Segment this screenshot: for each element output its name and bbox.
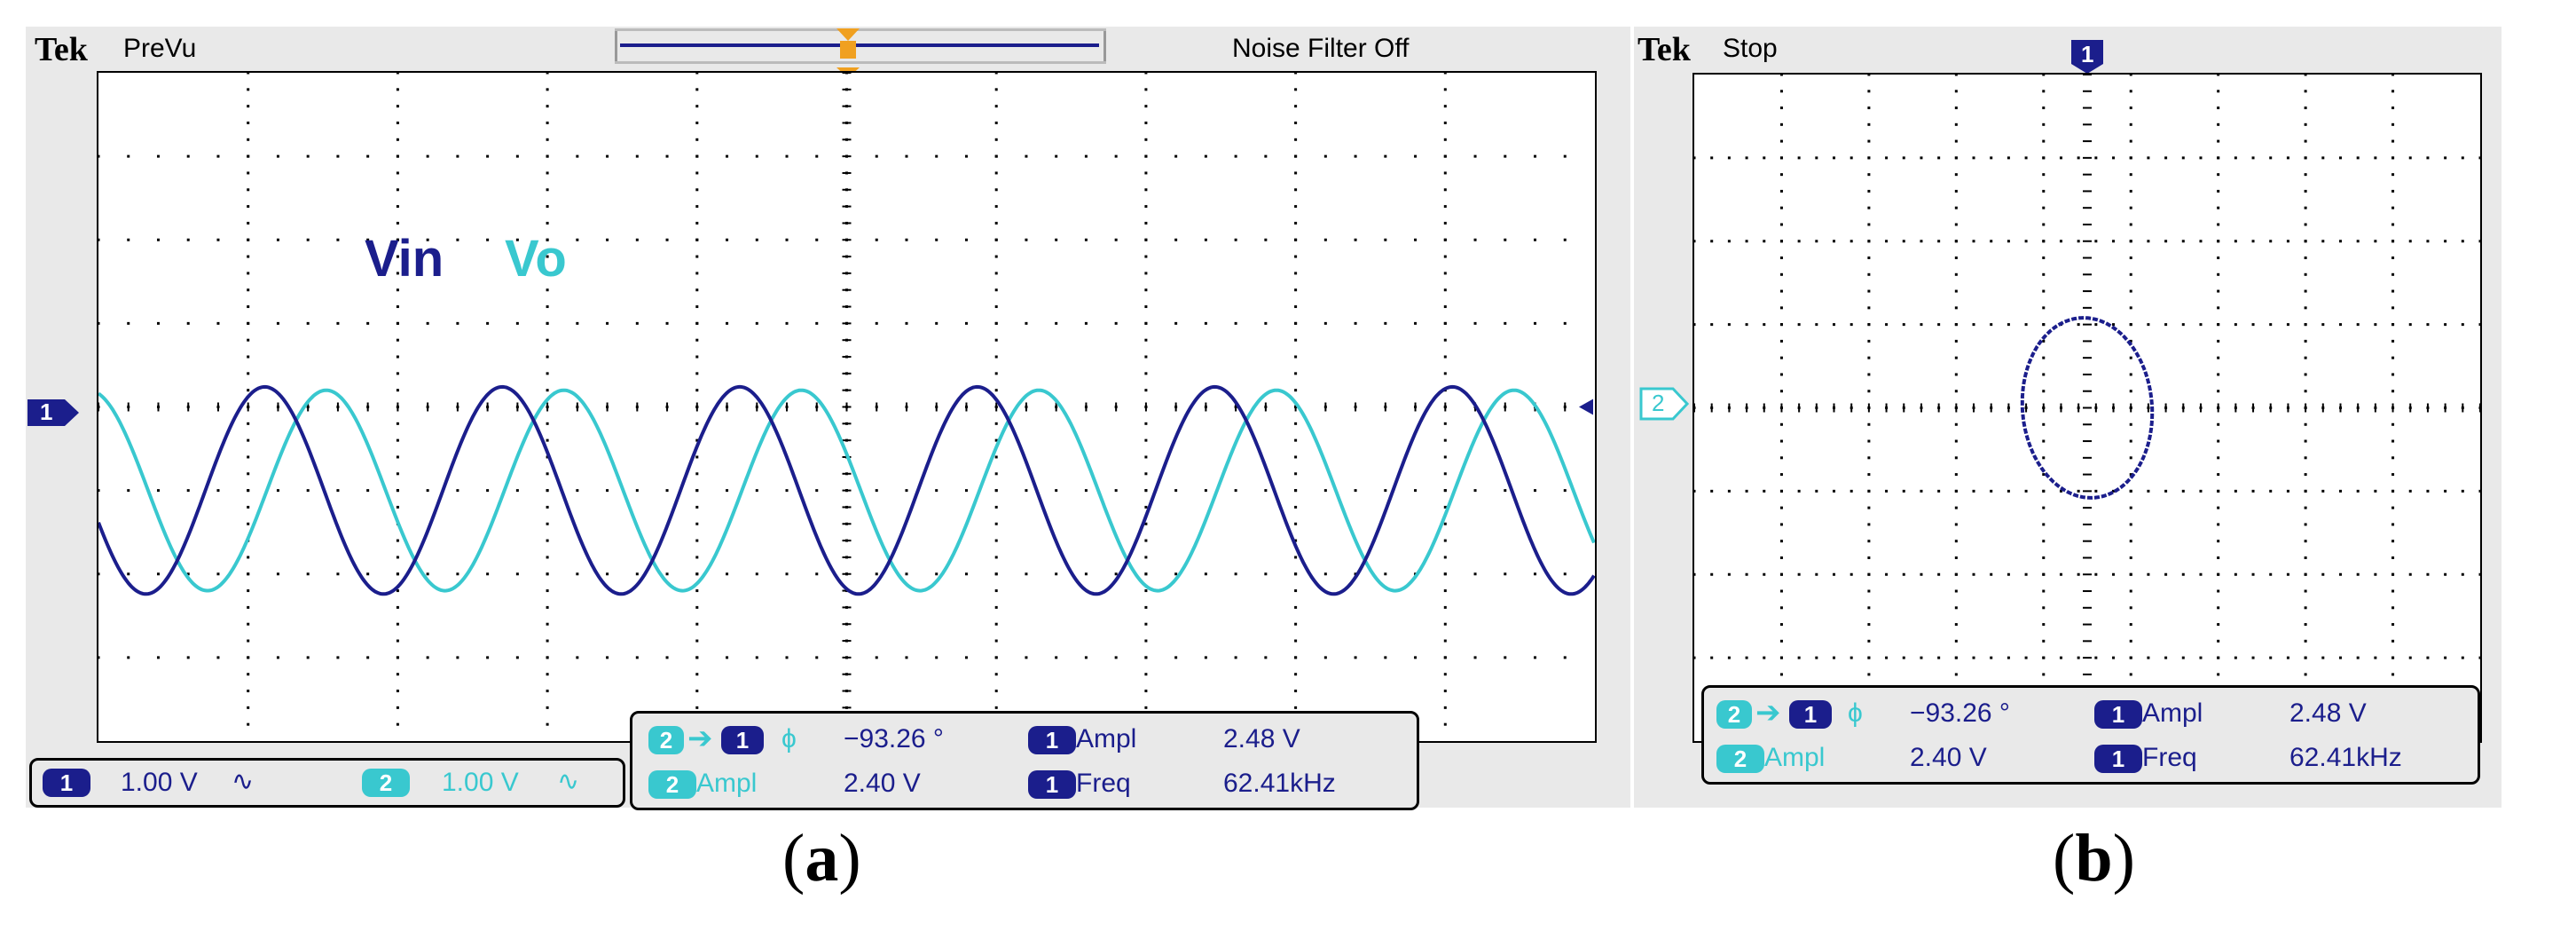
ampl2-label-b: Ampl: [1764, 743, 1826, 772]
ampl2-chip: 2: [648, 770, 696, 799]
brand-label-b: Tek: [1637, 31, 1691, 68]
freq-chip: 1: [1028, 770, 1076, 799]
phase-value: −93.26 °: [844, 724, 944, 753]
ch1-ground-marker[interactable]: 1: [26, 398, 81, 428]
measurement-box-b: 2 ➔ 1 ϕ −93.26 ° 1 Ampl 2.48 V 2 Ampl 2.…: [1701, 685, 2480, 785]
ch2-coupling-icon: ∿: [557, 767, 580, 796]
graticule-b: [1692, 73, 2482, 743]
trigger-level-icon: [1579, 398, 1593, 415]
phase-symbol-b: ϕ: [1848, 698, 1863, 728]
caption-b: (b): [2053, 821, 2135, 895]
ch1-top-marker-label: 1: [2081, 41, 2094, 67]
channel-scale-box: 1 1.00 V ∿ 2 1.00 V ∿: [29, 758, 625, 808]
ampl2-value: 2.40 V: [844, 769, 921, 798]
phase-from-chip: 2: [648, 726, 684, 754]
ampl2-label: Ampl: [696, 769, 758, 798]
ampl1-chip: 1: [1028, 726, 1076, 754]
ampl1-value-b: 2.48 V: [2289, 698, 2367, 728]
record-view-bar[interactable]: [615, 28, 1106, 64]
vo-trace: [98, 388, 1595, 593]
ampl1-label: Ampl: [1076, 724, 1137, 753]
ampl2-value-b: 2.40 V: [1910, 743, 1987, 772]
ch2-marker-label: 2: [1652, 390, 1665, 416]
phase-symbol: ϕ: [781, 724, 797, 753]
acquisition-state-b: Stop: [1723, 34, 1778, 63]
caption-a: (a): [782, 821, 861, 895]
acquisition-state: PreVu: [123, 34, 197, 63]
arrow-right-icon: ➔: [687, 722, 713, 755]
scope-screen-b: Tek Stop 1 2 2 ➔ 1 ϕ −93.26 ° 1 Ampl 2.4…: [1634, 27, 2501, 808]
measurement-box-a: 2 ➔ 1 ϕ −93.26 ° 1 Ampl 2.48 V 2 Ampl 2.…: [630, 711, 1419, 810]
scope-screen-a: Tek PreVu Noise Filter Off 1 Vin Vo 1 1.…: [26, 27, 1630, 810]
freq-chip-b: 1: [2094, 745, 2142, 773]
ch1-top-marker[interactable]: 1: [2070, 39, 2104, 75]
lissajous-trace: [2020, 316, 2155, 500]
legend-vo: Vo: [505, 230, 567, 288]
phase-to-chip-b: 1: [1789, 700, 1832, 729]
ch2-ground-marker[interactable]: 2: [1639, 387, 1690, 421]
graticule-dots: [98, 73, 1567, 726]
ampl1-value: 2.48 V: [1223, 724, 1300, 753]
legend-vin: Vin: [365, 230, 444, 288]
ch1-coupling-icon: ∿: [232, 767, 255, 796]
freq-value-b: 62.41kHz: [2289, 743, 2402, 772]
freq-label: Freq: [1076, 769, 1131, 798]
graticule-dots: [1694, 75, 2480, 741]
freq-value: 62.41kHz: [1223, 769, 1336, 798]
freq-label-b: Freq: [2142, 743, 2197, 772]
phase-from-chip-b: 2: [1716, 700, 1752, 729]
graticule-a: [97, 71, 1597, 743]
phase-value-b: −93.26 °: [1910, 698, 2010, 728]
ch2-scale: 1.00 V: [442, 768, 519, 797]
ch1-chip[interactable]: 1: [43, 769, 90, 797]
vin-trace: [98, 384, 1595, 596]
ampl1-chip-b: 1: [2094, 700, 2142, 729]
ch1-scale: 1.00 V: [121, 768, 198, 797]
phase-to-chip: 1: [721, 726, 764, 754]
noise-filter-status: Noise Filter Off: [1232, 34, 1410, 63]
ch1-marker-label: 1: [40, 398, 53, 425]
ampl2-chip-b: 2: [1716, 745, 1764, 773]
brand-label: Tek: [35, 31, 88, 68]
ch2-chip[interactable]: 2: [362, 769, 410, 797]
ampl1-label-b: Ampl: [2142, 698, 2203, 728]
arrow-right-icon-b: ➔: [1755, 696, 1781, 730]
